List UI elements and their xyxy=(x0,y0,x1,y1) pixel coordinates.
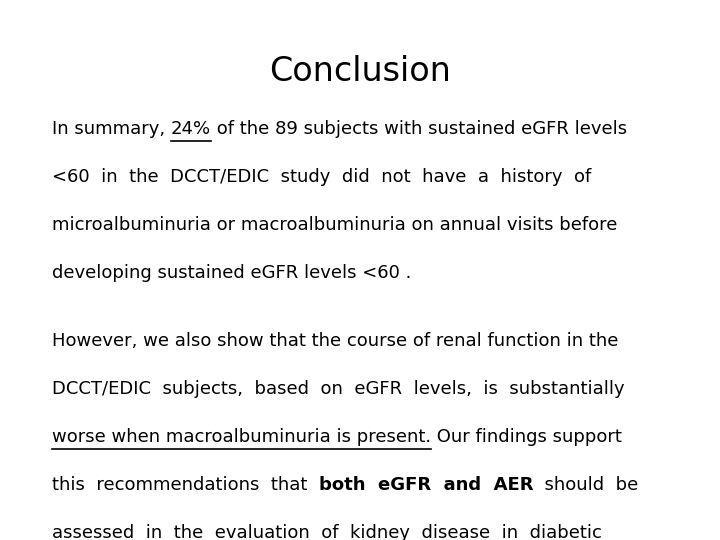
Text: <60  in  the  DCCT/EDIC  study  did  not  have  a  history  of: <60 in the DCCT/EDIC study did not have … xyxy=(52,168,591,186)
Text: DCCT/EDIC  subjects,  based  on  eGFR  levels,  is  substantially: DCCT/EDIC subjects, based on eGFR levels… xyxy=(52,380,625,398)
Text: microalbuminuria or macroalbuminuria on annual visits before: microalbuminuria or macroalbuminuria on … xyxy=(52,216,617,234)
Text: However, we also show that the course of renal function in the: However, we also show that the course of… xyxy=(52,332,618,350)
Text: Our findings support: Our findings support xyxy=(431,428,622,446)
Text: assessed  in  the  evaluation  of  kidney  disease  in  diabetic: assessed in the evaluation of kidney dis… xyxy=(52,524,602,540)
Text: both  eGFR  and  AER: both eGFR and AER xyxy=(319,476,534,494)
Text: worse when macroalbuminuria is present.: worse when macroalbuminuria is present. xyxy=(52,428,431,446)
Text: should  be: should be xyxy=(534,476,639,494)
Text: In summary,: In summary, xyxy=(52,120,171,138)
Text: 24%: 24% xyxy=(171,120,211,138)
Text: Conclusion: Conclusion xyxy=(269,55,451,88)
Text: developing sustained eGFR levels <60 .: developing sustained eGFR levels <60 . xyxy=(52,264,411,282)
Text: this  recommendations  that: this recommendations that xyxy=(52,476,319,494)
Text: of the 89 subjects with sustained eGFR levels: of the 89 subjects with sustained eGFR l… xyxy=(211,120,627,138)
